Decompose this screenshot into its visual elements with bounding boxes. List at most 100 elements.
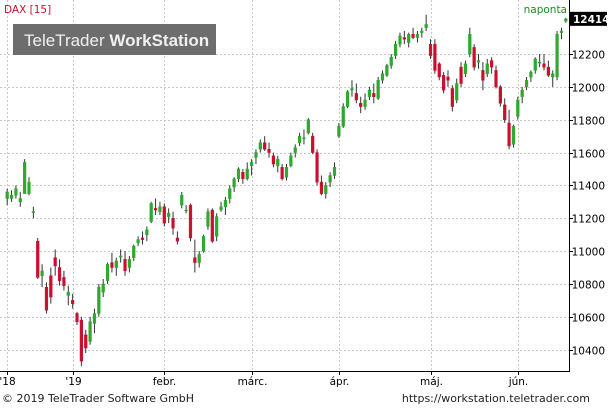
candle[interactable] [284,164,289,181]
candle[interactable] [507,109,511,150]
candles[interactable] [5,14,568,367]
candle[interactable] [542,53,546,71]
candle[interactable] [123,251,127,276]
candle[interactable] [271,152,276,168]
candle[interactable] [57,259,62,286]
candle[interactable] [559,27,564,40]
candle[interactable] [219,201,223,212]
candle[interactable] [529,70,533,82]
candle[interactable] [511,124,516,148]
candle[interactable] [136,236,140,247]
candle[interactable] [280,164,284,181]
candle[interactable] [359,96,363,114]
candle[interactable] [490,57,494,74]
candle[interactable] [476,53,481,69]
candle[interactable] [188,203,193,242]
candle[interactable] [319,175,324,196]
candle[interactable] [184,205,188,214]
footer-url[interactable]: https://workstation.teletrader.com [401,392,590,405]
candle[interactable] [289,152,293,168]
candle[interactable] [428,39,433,59]
candle[interactable] [175,231,179,245]
candle[interactable] [306,118,310,135]
candle[interactable] [546,60,550,77]
candle[interactable] [450,85,454,112]
candle[interactable] [315,149,319,186]
candle[interactable] [411,27,415,40]
candle[interactable] [498,85,502,107]
candle[interactable] [44,282,49,314]
candle[interactable] [442,72,446,94]
candle[interactable] [258,139,262,153]
candle[interactable] [485,58,489,77]
candle[interactable] [119,249,123,263]
candle[interactable] [311,132,315,155]
candle[interactable] [31,206,35,219]
candle[interactable] [201,234,206,253]
candle[interactable] [49,267,53,304]
candle[interactable] [88,316,92,345]
candle[interactable] [66,285,70,306]
candle[interactable] [5,188,9,206]
candle[interactable] [153,198,158,215]
candle[interactable] [398,32,402,48]
candle[interactable] [468,27,472,58]
candle[interactable] [105,262,110,284]
candle[interactable] [367,86,372,100]
candle[interactable] [293,144,297,158]
candle[interactable] [302,129,306,145]
candle[interactable] [433,39,437,74]
candle[interactable] [380,70,385,84]
candle[interactable] [149,201,153,224]
candle[interactable] [455,78,459,104]
candle[interactable] [101,279,105,298]
candle[interactable] [127,256,131,273]
candle[interactable] [18,191,22,207]
candle[interactable] [162,203,166,227]
candle[interactable] [472,44,476,71]
candle[interactable] [267,142,271,158]
candle[interactable] [415,30,420,43]
candle[interactable] [372,83,376,104]
candle[interactable] [110,252,114,273]
candle[interactable] [193,239,197,273]
candle[interactable] [463,60,468,77]
candle[interactable] [385,63,389,77]
candle[interactable] [232,177,236,192]
candle[interactable] [350,80,354,97]
candle[interactable] [254,149,258,165]
candle[interactable] [276,155,280,173]
candle[interactable] [437,62,441,81]
candle[interactable] [389,53,393,69]
candle[interactable] [245,162,249,181]
candle[interactable] [481,62,485,91]
candle[interactable] [332,162,337,179]
candle[interactable] [79,316,83,367]
candle[interactable] [71,293,75,309]
candle[interactable] [206,208,210,230]
candle[interactable] [9,190,14,202]
candle[interactable] [197,251,201,268]
candle[interactable] [53,249,57,276]
candle[interactable] [132,244,136,261]
candle[interactable] [503,98,507,123]
candle[interactable] [171,211,175,235]
candle[interactable] [236,167,241,183]
candle[interactable] [114,257,118,276]
candle[interactable] [551,70,555,87]
candle[interactable] [40,264,44,288]
candle[interactable] [14,185,18,199]
candle[interactable] [158,201,162,215]
candle[interactable] [564,17,568,23]
candle[interactable] [520,86,524,104]
candle[interactable] [27,177,31,196]
candle[interactable] [533,57,537,74]
candle[interactable] [555,30,559,81]
candle[interactable] [420,27,424,38]
candle[interactable] [241,168,245,184]
candle[interactable] [23,159,27,194]
candle[interactable] [75,311,79,326]
candle[interactable] [62,270,66,291]
candle[interactable] [223,196,228,215]
candle[interactable] [459,62,463,87]
